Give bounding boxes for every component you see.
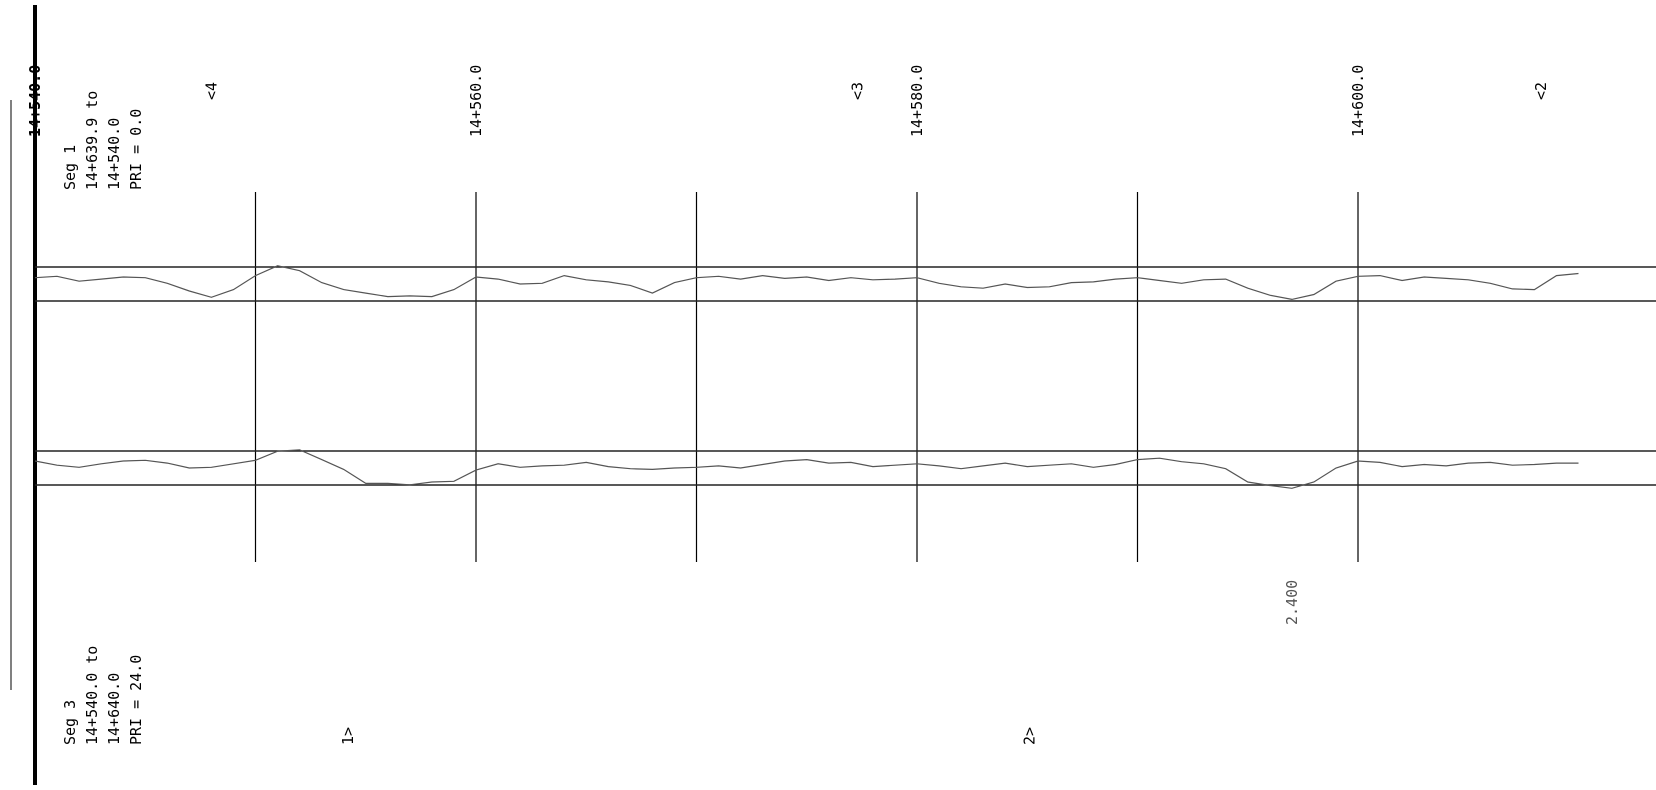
- left-frame: [10, 5, 37, 785]
- station-label: 14+580.0: [908, 65, 926, 137]
- profile-trace: [34, 449, 1579, 489]
- bottom-marker: 2>: [1020, 727, 1038, 745]
- station-label: 14+600.0: [1349, 65, 1367, 137]
- bottom-marker: 1>: [339, 727, 357, 745]
- top-marker: <2: [1532, 82, 1550, 100]
- segment-top-line-1: Seg 1: [61, 145, 79, 190]
- profile-trace: [34, 265, 1579, 301]
- station-label: 14+560.0: [467, 65, 485, 137]
- lane-bands: [35, 266, 1656, 486]
- markers: <4 <3 <2 1> 2> 2.400: [202, 82, 1550, 745]
- segment-bottom-line-1: Seg 3: [61, 700, 79, 745]
- station-labels: 14+540.0 14+560.0 14+580.0 14+600.0: [26, 65, 1367, 137]
- annotation-label: 2.400: [1283, 580, 1301, 625]
- segment-top-line-3: 14+540.0: [105, 118, 123, 190]
- top-marker: <4: [202, 82, 220, 100]
- gridlines: [254, 192, 1359, 562]
- segment-bottom-line-2: 14+540.0 to: [83, 646, 101, 745]
- segment-top-line-4: PRI = 0.0: [127, 109, 145, 190]
- segment-bottom-line-3: 14+640.0: [105, 673, 123, 745]
- profile-traces: [34, 265, 1579, 489]
- segment-top-line-2: 14+639.9 to: [83, 91, 101, 190]
- segment-bottom-line-4: PRI = 24.0: [127, 655, 145, 745]
- top-marker: <3: [848, 82, 866, 100]
- station-label: 14+540.0: [26, 65, 44, 137]
